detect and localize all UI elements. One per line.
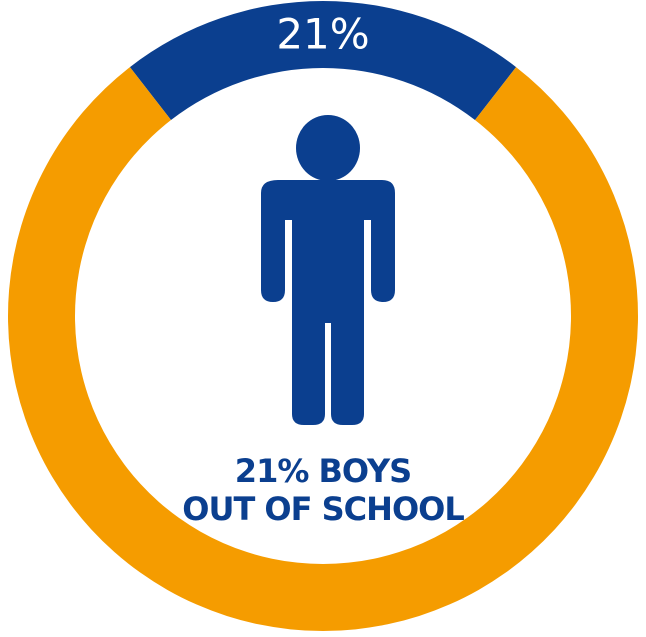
slice-label-0: 21% <box>276 10 369 59</box>
caption-line-2: OUT OF SCHOOL <box>182 490 464 528</box>
boy-figure-icon <box>261 115 395 425</box>
caption-line-1: 21% BOYS <box>234 452 412 490</box>
donut-slice-0 <box>129 0 517 121</box>
